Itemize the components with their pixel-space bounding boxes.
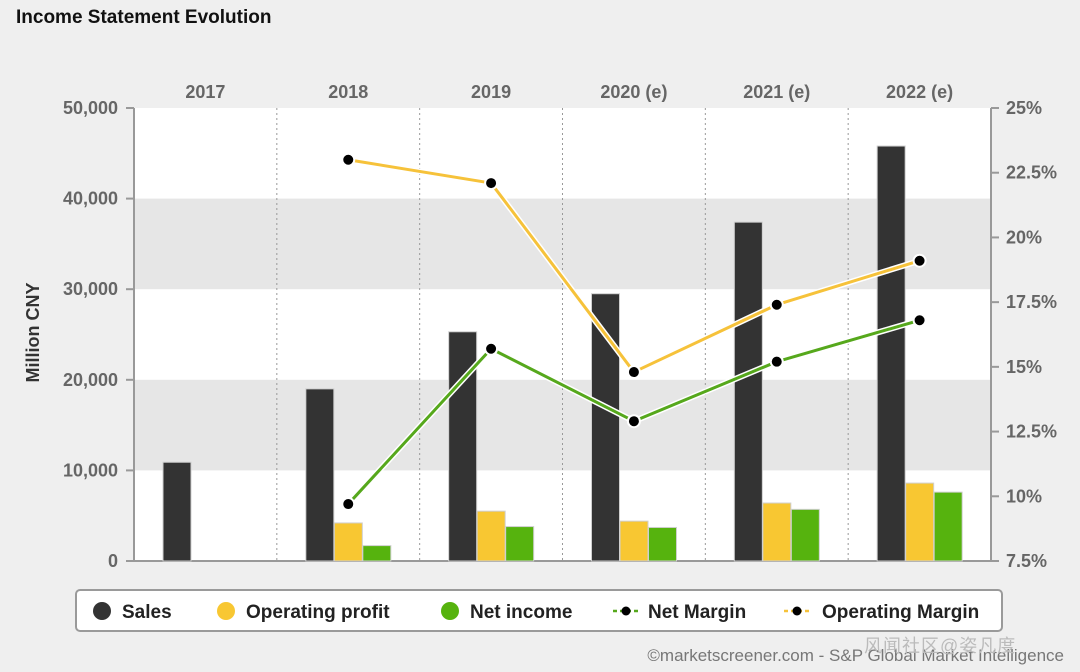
legend-marker bbox=[621, 606, 631, 616]
footer-source: ©marketscreener.com - S&P Global Market … bbox=[647, 646, 1064, 665]
operating-margin-point bbox=[626, 365, 641, 380]
net-margin-point bbox=[626, 414, 641, 429]
watermark: 风闻社区@姿凡度 bbox=[864, 636, 1017, 656]
operating-profit-bar bbox=[762, 502, 792, 562]
net-income-bar bbox=[362, 545, 392, 562]
operating-margin-point bbox=[484, 176, 499, 191]
legend-marker bbox=[441, 602, 459, 620]
operating-profit-bar bbox=[476, 510, 506, 562]
y-tick-label: 40,000 bbox=[63, 189, 118, 209]
net-margin-point bbox=[912, 313, 927, 328]
y-tick-label: 0 bbox=[108, 551, 118, 571]
y2-tick-label: 25% bbox=[1006, 98, 1042, 118]
net-income-bar bbox=[505, 526, 535, 562]
y-tick-label: 30,000 bbox=[63, 279, 118, 299]
legend-marker bbox=[217, 602, 235, 620]
legend-marker bbox=[792, 606, 802, 616]
operating-profit-bar bbox=[333, 522, 363, 562]
net-margin-point bbox=[484, 341, 499, 356]
y2-tick-label: 22.5% bbox=[1006, 163, 1057, 183]
chart-title: Income Statement Evolution bbox=[16, 7, 272, 28]
y2-tick-label: 12.5% bbox=[1006, 422, 1057, 442]
y2-tick-label: 17.5% bbox=[1006, 292, 1057, 312]
legend-label: Operating profit bbox=[246, 602, 390, 623]
operating-margin-point bbox=[912, 253, 927, 268]
category-label: 2022 (e) bbox=[886, 82, 953, 102]
category-label: 2017 bbox=[185, 82, 225, 102]
operating-margin-point bbox=[341, 152, 356, 167]
net-income-bar bbox=[790, 508, 820, 562]
legend-label: Net Margin bbox=[648, 602, 746, 623]
legend-label: Operating Margin bbox=[822, 602, 979, 623]
net-income-bar bbox=[933, 491, 963, 562]
category-label: 2020 (e) bbox=[600, 82, 667, 102]
operating-profit-bar bbox=[905, 482, 935, 562]
y2-tick-label: 15% bbox=[1006, 357, 1042, 377]
category-label: 2021 (e) bbox=[743, 82, 810, 102]
net-income-bar bbox=[648, 526, 677, 562]
legend-label: Net income bbox=[470, 602, 572, 623]
y2-tick-label: 7.5% bbox=[1006, 551, 1047, 571]
y-tick-label: 10,000 bbox=[63, 460, 118, 480]
net-margin-point bbox=[341, 497, 356, 512]
category-label: 2019 bbox=[471, 82, 511, 102]
y2-tick-label: 10% bbox=[1006, 486, 1042, 506]
operating-profit-bar bbox=[619, 520, 649, 562]
operating-margin-point bbox=[769, 297, 784, 312]
legend: Sales Operating profit Net income Net Margi… bbox=[75, 589, 1003, 632]
y-axis-title: Million CNY bbox=[23, 283, 43, 383]
net-margin-point bbox=[769, 354, 784, 369]
y-tick-label: 50,000 bbox=[63, 98, 118, 118]
category-label: 2018 bbox=[328, 82, 368, 102]
sales-bar bbox=[733, 221, 763, 562]
plot-area: 0 10,000 20,000 30,000 40,000 50,000 7.5% 10% 12… bbox=[23, 82, 1057, 571]
legend-marker bbox=[93, 602, 111, 620]
sales-bar bbox=[162, 461, 192, 562]
sales-bar bbox=[305, 388, 335, 562]
legend-box bbox=[75, 589, 1003, 632]
y-tick-label: 20,000 bbox=[63, 370, 118, 390]
y2-tick-label: 20% bbox=[1006, 227, 1042, 247]
legend-label: Sales bbox=[122, 602, 172, 623]
sales-bar bbox=[876, 145, 906, 562]
